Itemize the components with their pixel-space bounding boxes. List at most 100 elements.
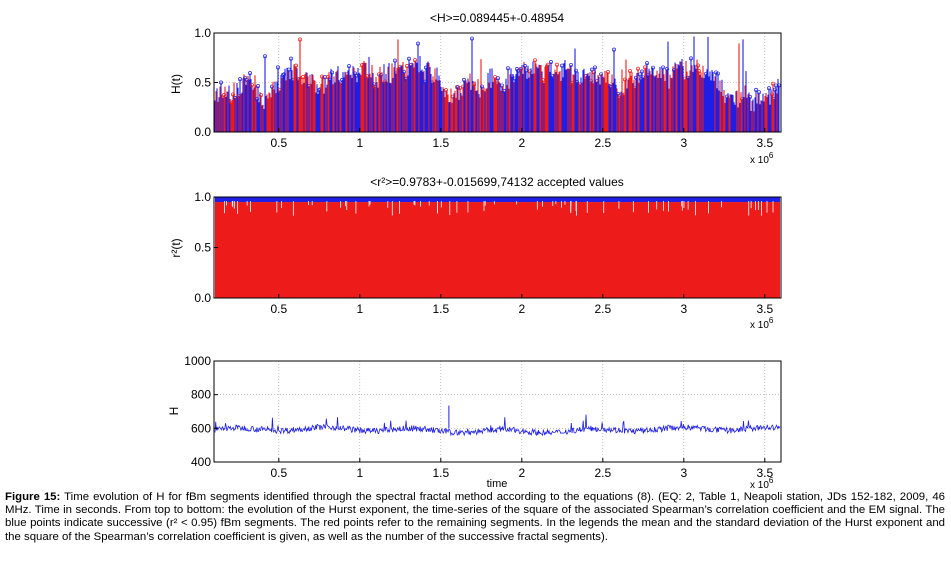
x-tick-label: 3.5 [756, 302, 773, 316]
h-marker [379, 73, 383, 78]
h-marker [593, 65, 597, 70]
x-tick-label: 3.5 [756, 136, 773, 150]
h-marker [256, 83, 260, 88]
h-marker [574, 68, 578, 73]
y-tick-label: 600 [191, 421, 211, 435]
panel-signal-x-multiplier: x 106 [750, 476, 774, 488]
x-tick-label: 1.5 [432, 136, 449, 150]
panel-signal-axes [213, 360, 782, 463]
panel-r2-ylabel: r²(t) [169, 238, 183, 257]
x-tick-label: 3 [680, 302, 687, 316]
em-signal-line [214, 414, 781, 437]
figure: <H>=0.089445+-0.48954 0.5 1 1.5 2 2.5 3 3.5 0.0… [167, 11, 782, 488]
x-tick-label: 1 [356, 466, 363, 480]
h-marker [661, 65, 665, 70]
panel-hurst: <H>=0.089445+-0.48954 0.5 1 1.5 2 2.5 3 3.5 0.0… [169, 11, 782, 166]
h-marker [353, 71, 357, 76]
panel-signal-ylabel: H [167, 407, 181, 416]
panel-r2-x-multiplier-power: 6 [769, 316, 774, 325]
h-marker [748, 94, 752, 99]
h-marker [407, 56, 411, 61]
h-marker [231, 92, 235, 97]
h-marker [263, 54, 267, 59]
x-tick-label: 2 [518, 466, 525, 480]
y-tick-label: 1.0 [194, 190, 211, 204]
h-marker [592, 70, 596, 75]
x-tick-label: 2 [518, 136, 525, 150]
h-marker [298, 37, 302, 42]
panel-signal: 0.5 1 1.5 2 2.5 3 3.5 400 600 800 1000 H time x 10… [167, 354, 782, 488]
h-marker [612, 47, 616, 52]
r2-blue-points [215, 197, 780, 203]
h-marker [458, 86, 462, 91]
h-marker [714, 70, 718, 75]
h-marker [689, 56, 693, 61]
x-tick-label: 3 [680, 466, 687, 480]
x-tick-label: 0.5 [270, 136, 287, 150]
x-tick-label: 0.5 [270, 302, 287, 316]
h-marker [413, 58, 417, 63]
h-marker [757, 90, 761, 95]
h-marker [496, 76, 500, 81]
y-tick-label: 0.5 [194, 241, 211, 255]
y-tick-label: 0.5 [194, 76, 211, 90]
x-tick-label: 2.5 [594, 136, 611, 150]
h-marker [383, 79, 387, 84]
y-tick-label: 1.0 [194, 26, 211, 40]
h-marker [533, 58, 537, 63]
h-marker [590, 67, 594, 72]
h-marker [636, 66, 640, 71]
h-marker [606, 70, 610, 75]
h-marker [725, 94, 729, 99]
h-marker [589, 79, 593, 84]
panel-signal-grid [214, 361, 781, 462]
h-marker [716, 71, 720, 76]
x-tick-label: 2.5 [594, 466, 611, 480]
h-marker [377, 72, 381, 77]
x-tick-label: 2.5 [594, 302, 611, 316]
panel-hurst-x-multiplier-base: x 10 [750, 155, 769, 166]
h-marker [519, 67, 523, 72]
caption-text: Time evolution of H for fBm segments ide… [5, 491, 945, 543]
x-tick-label: 1 [356, 136, 363, 150]
h-marker [549, 60, 553, 64]
h-marker [555, 62, 559, 67]
h-marker [270, 84, 274, 89]
panel-hurst-data [214, 36, 781, 132]
x-tick-label: 1 [356, 302, 363, 316]
h-marker [282, 72, 286, 77]
h-marker [510, 74, 514, 79]
panel-signal-data [214, 405, 781, 437]
h-marker [456, 85, 460, 90]
h-marker [330, 70, 334, 75]
h-marker [506, 66, 510, 71]
panel-hurst-ticks: 0.5 1 1.5 2 2.5 3 3.5 0.0 0.5 1.0 [194, 26, 773, 150]
h-marker [294, 63, 298, 68]
x-tick-label: 1.5 [432, 302, 449, 316]
x-tick-label: 2 [518, 302, 525, 316]
h-marker [697, 69, 701, 74]
y-tick-label: 400 [191, 455, 211, 469]
h-marker [645, 61, 649, 66]
h-marker [444, 88, 448, 92]
y-tick-label: 800 [191, 388, 211, 402]
panel-r2-x-multiplier: x 106 [750, 316, 774, 331]
h-marker [289, 56, 293, 61]
h-marker [470, 36, 474, 41]
h-marker [243, 75, 247, 80]
x-tick-label: 1.5 [432, 466, 449, 480]
panel-signal-x-multiplier-power: 6 [769, 476, 774, 485]
panel-signal-xlabel: time [487, 478, 508, 488]
h-marker [472, 82, 476, 87]
h-marker [546, 62, 550, 67]
h-marker [238, 77, 242, 82]
r2-red-points [215, 202, 780, 298]
h-marker [255, 97, 259, 102]
h-marker [767, 86, 771, 91]
y-tick-label: 0.0 [194, 291, 211, 305]
h-marker [326, 74, 330, 79]
figure-caption: Figure 15: Time evolution of H for fBm s… [5, 491, 945, 544]
h-marker [248, 71, 252, 76]
h-marker [665, 67, 669, 71]
caption-label: Figure 15: [5, 491, 61, 503]
